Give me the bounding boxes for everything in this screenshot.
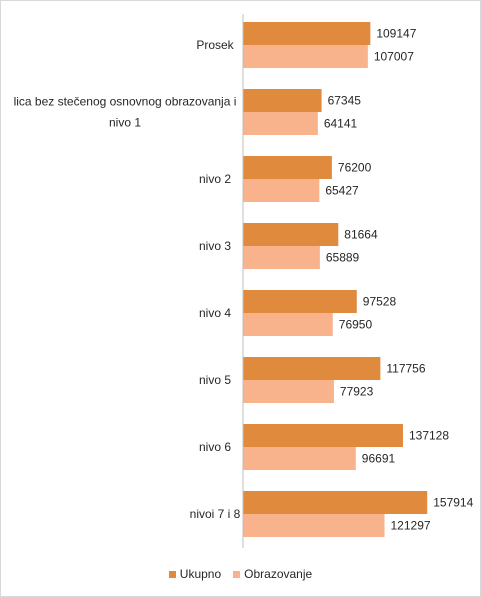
- bar-obrazovanje-1: [243, 112, 318, 135]
- bar-ukupno-0: [243, 22, 371, 45]
- bar-obrazovanje-7: [243, 514, 385, 537]
- category-label-0: Prosek: [196, 38, 234, 52]
- bar-obrazovanje-0: [243, 45, 368, 68]
- labels-group: 109147 107007 Prosek 67345 64141 lica bez ste…: [14, 27, 474, 533]
- category-label-1: lica bez stečenog osnovnog obrazovanja i…: [14, 95, 237, 130]
- category-label-6: nivo 6: [199, 440, 231, 454]
- bar-ukupno-5: [243, 357, 381, 380]
- legend-item-obrazovanje: Obrazovanje: [233, 567, 312, 581]
- data-label-obrazovanje-1: 64141: [324, 117, 358, 131]
- data-label-ukupno-6: 137128: [409, 429, 449, 443]
- bars-group: [243, 22, 428, 537]
- bar-obrazovanje-3: [243, 246, 320, 269]
- category-label-5: nivo 5: [199, 373, 231, 387]
- bar-ukupno-1: [243, 89, 322, 112]
- data-label-ukupno-5: 117756: [386, 362, 425, 376]
- category-label-2: nivo 2: [199, 172, 231, 186]
- data-label-obrazovanje-6: 96691: [362, 452, 396, 466]
- bar-ukupno-3: [243, 223, 339, 246]
- data-label-obrazovanje-4: 76950: [339, 318, 373, 332]
- legend-swatch-obrazovanje: [233, 570, 241, 578]
- bar-obrazovanje-4: [243, 313, 333, 336]
- data-label-obrazovanje-7: 121297: [391, 519, 431, 533]
- bar-obrazovanje-6: [243, 447, 356, 470]
- legend-label-obrazovanje: Obrazovanje: [244, 567, 313, 581]
- category-label-4: nivo 4: [199, 306, 231, 320]
- data-label-ukupno-7: 157914: [433, 496, 473, 510]
- bar-ukupno-7: [243, 491, 428, 514]
- category-label-3: nivo 3: [199, 239, 231, 253]
- data-label-obrazovanje-2: 65427: [325, 184, 359, 198]
- bar-ukupno-6: [243, 424, 403, 447]
- data-label-ukupno-0: 109147: [376, 27, 416, 41]
- legend-label-ukupno: Ukupno: [179, 567, 222, 581]
- legend: Ukupno Obrazovanje: [0, 567, 481, 581]
- data-label-obrazovanje-3: 65889: [326, 251, 360, 265]
- category-label-7: nivoi 7 i 8: [190, 507, 241, 521]
- data-label-obrazovanje-5: 77923: [340, 385, 374, 399]
- data-label-ukupno-4: 97528: [363, 295, 397, 309]
- legend-item-ukupno: Ukupno: [168, 567, 222, 581]
- data-label-ukupno-1: 67345: [328, 94, 362, 108]
- bar-ukupno-4: [243, 290, 357, 313]
- bar-ukupno-2: [243, 156, 332, 179]
- data-label-ukupno-3: 81664: [344, 228, 378, 242]
- data-label-obrazovanje-0: 107007: [374, 50, 414, 64]
- bar-obrazovanje-5: [243, 380, 334, 403]
- data-label-ukupno-2: 76200: [338, 161, 372, 175]
- legend-swatch-ukupno: [168, 570, 176, 578]
- bar-obrazovanje-2: [243, 179, 320, 202]
